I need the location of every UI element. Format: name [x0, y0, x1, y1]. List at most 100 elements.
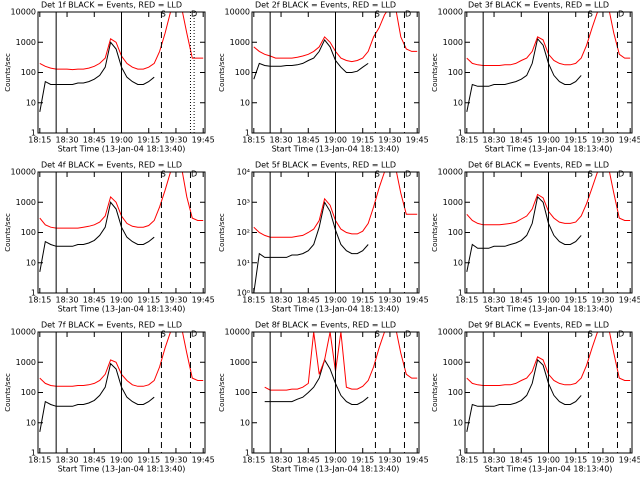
x-tick-label: 19:00 [537, 456, 560, 465]
x-tick-label: 18:45 [83, 296, 106, 305]
x-tick-label: 18:30 [56, 296, 79, 305]
x-axis-label: Start Time (13-Jan-04 18:13:40) [272, 305, 400, 314]
y-tick-label: 10000 [11, 328, 36, 337]
x-tick-label: 18:30 [56, 456, 79, 465]
y-tick-label: 10² [237, 228, 250, 237]
y-tick-label: 1 [31, 129, 36, 138]
chart-title: Det 5f BLACK = Events, RED = LLD [255, 161, 396, 170]
y-tick-label: 100 [21, 228, 36, 237]
x-tick-label: 19:30 [378, 296, 401, 305]
y-tick-label: 100 [448, 228, 463, 237]
x-tick-label: 19:15 [137, 296, 160, 305]
series-line [264, 358, 369, 405]
x-axis-label: Start Time (13-Jan-04 18:13:40) [272, 145, 400, 154]
series-line [39, 201, 155, 272]
x-tick-label: 18:30 [270, 136, 293, 145]
y-tick-label: 10¹ [237, 258, 250, 267]
x-tick-label: 19:15 [564, 136, 587, 145]
plot-frame [464, 171, 633, 294]
x-tick-label: 18:45 [510, 296, 533, 305]
y-tick-label: 10 [26, 258, 36, 267]
y-axis-label: Counts/sec [431, 213, 439, 252]
x-tick-label: 19:15 [351, 296, 374, 305]
y-tick-label: 1000 [16, 38, 36, 47]
y-tick-label: 10000 [438, 168, 463, 177]
plot-area [39, 172, 204, 293]
y-axis-label: Counts/sec [4, 373, 12, 412]
plot-frame [37, 331, 206, 454]
x-tick-label: 18:30 [483, 296, 506, 305]
annotation: D [405, 10, 411, 19]
x-tick-label: 19:00 [537, 136, 560, 145]
y-tick-label: 10⁰ [237, 289, 250, 298]
x-tick-label: 18:15 [455, 296, 478, 305]
x-tick-label: 18:45 [297, 296, 320, 305]
panel: Det 2f BLACK = Events, RED = LLD Start Ti… [218, 1, 429, 154]
y-tick-label: 100 [448, 388, 463, 397]
annotation: S [375, 330, 380, 339]
y-tick-label: 10000 [225, 8, 250, 17]
y-tick-label: 1 [458, 449, 463, 458]
x-tick-label: 19:45 [192, 456, 215, 465]
x-tick-label: 19:00 [110, 296, 133, 305]
annotation: D [405, 330, 411, 339]
annotation: S [161, 10, 166, 19]
x-tick-label: 19:45 [406, 296, 429, 305]
y-tick-label: 10000 [11, 168, 36, 177]
x-tick-label: 18:15 [455, 136, 478, 145]
x-tick-label: 19:30 [164, 456, 187, 465]
x-axis-label: Start Time (13-Jan-04 18:13:40) [272, 465, 400, 474]
x-axis-label: Start Time (13-Jan-04 18:13:40) [485, 305, 613, 314]
x-tick-label: 19:15 [351, 456, 374, 465]
y-tick-label: 1 [458, 129, 463, 138]
chart-title: Det 4f BLACK = Events, RED = LLD [41, 161, 182, 170]
y-tick-label: 1000 [443, 198, 463, 207]
y-axis-label: Counts/sec [218, 373, 226, 412]
chart-title: Det 9f BLACK = Events, RED = LLD [468, 321, 609, 330]
y-tick-label: 1 [31, 449, 36, 458]
panel: Det 7f BLACK = Events, RED = LLD Start Ti… [4, 321, 215, 474]
x-tick-label: 18:15 [242, 136, 265, 145]
panel: Det 4f BLACK = Events, RED = LLD Start Ti… [4, 161, 215, 314]
series-line [264, 332, 418, 391]
x-axis-label: Start Time (13-Jan-04 18:13:40) [485, 465, 613, 474]
x-tick-label: 19:00 [537, 296, 560, 305]
annotation: D [618, 330, 624, 339]
x-tick-label: 18:45 [510, 456, 533, 465]
y-tick-label: 1000 [230, 358, 250, 367]
series-line [466, 195, 582, 272]
panel: Det 1f BLACK = Events, RED = LLD Start Ti… [4, 1, 215, 154]
y-tick-label: 1000 [16, 358, 36, 367]
x-tick-label: 18:15 [242, 456, 265, 465]
plot-area [466, 172, 631, 293]
chart-title: Det 7f BLACK = Events, RED = LLD [41, 321, 182, 330]
x-tick-label: 18:45 [83, 136, 106, 145]
y-tick-label: 1 [245, 449, 250, 458]
y-axis-label: Counts/sec [4, 53, 12, 92]
series-line [466, 37, 582, 112]
panel: Det 9f BLACK = Events, RED = LLD Start Ti… [431, 321, 640, 474]
chart-title: Det 1f BLACK = Events, RED = LLD [41, 1, 182, 10]
panel: Det 5f BLACK = Events, RED = LLD Start Ti… [218, 161, 429, 314]
chart-title: Det 8f BLACK = Events, RED = LLD [255, 321, 396, 330]
plot-frame [251, 11, 420, 134]
annotation: D [191, 330, 197, 339]
y-tick-label: 1 [458, 289, 463, 298]
plot-frame [251, 331, 420, 454]
y-tick-label: 10000 [225, 328, 250, 337]
plot-frame [37, 11, 206, 134]
plot-area [264, 332, 418, 453]
chart-title: Det 6f BLACK = Events, RED = LLD [468, 161, 609, 170]
x-tick-label: 19:15 [137, 456, 160, 465]
annotation: S [588, 170, 593, 179]
plot-frame [464, 11, 633, 134]
annotation: S [588, 330, 593, 339]
x-tick-label: 19:45 [619, 296, 640, 305]
y-axis-label: Counts/sec [218, 213, 226, 252]
x-tick-label: 18:15 [242, 296, 265, 305]
x-tick-label: 19:45 [192, 136, 215, 145]
x-tick-label: 18:30 [483, 456, 506, 465]
x-tick-label: 18:30 [483, 136, 506, 145]
y-tick-label: 10000 [11, 8, 36, 17]
